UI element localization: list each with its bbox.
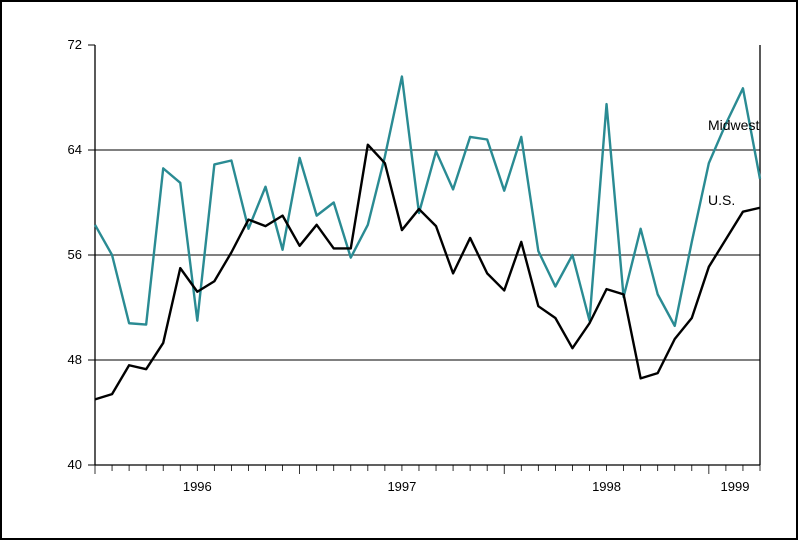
series-label: Midwest (708, 117, 759, 133)
outer-border (1, 1, 797, 539)
line-chart: 40 48 56 64 72 1996 1997 1998 1999 Midwest U.S. (0, 0, 798, 540)
x-tick-label: 1999 (721, 479, 750, 494)
y-tick-label: 72 (68, 37, 82, 52)
series-label: U.S. (708, 192, 735, 208)
x-tick-label: 1998 (592, 479, 621, 494)
y-tick-label: 40 (68, 457, 82, 472)
y-tick-label: 48 (68, 352, 82, 367)
y-tick-label: 56 (68, 247, 82, 262)
x-tick-label: 1997 (387, 479, 416, 494)
x-tick-label: 1996 (183, 479, 212, 494)
y-tick-label: 64 (68, 142, 82, 157)
chart-frame: 40 48 56 64 72 1996 1997 1998 1999 Midwest U.S. (0, 0, 798, 540)
